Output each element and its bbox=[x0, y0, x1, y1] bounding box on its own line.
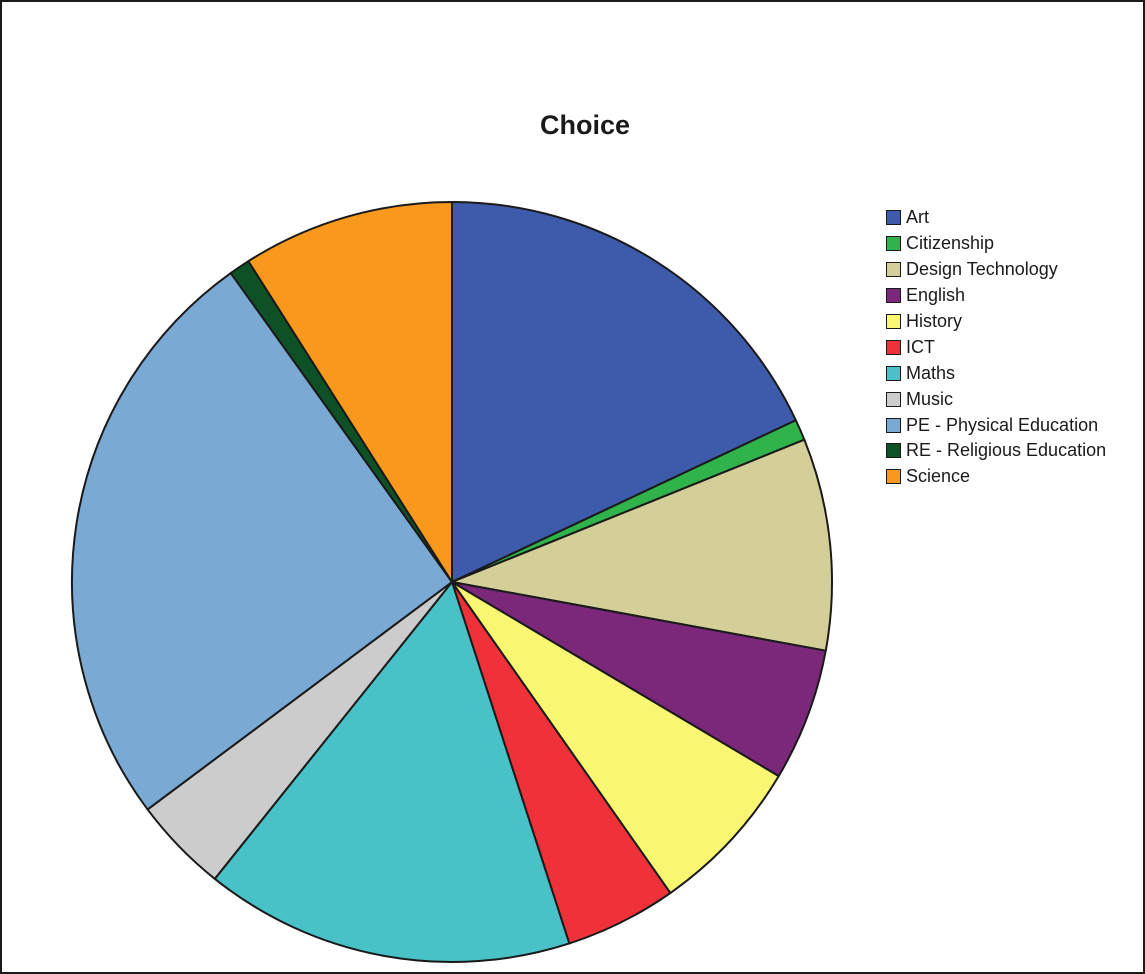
legend-swatch bbox=[886, 391, 901, 407]
legend-item-music: Music bbox=[886, 386, 1106, 412]
pie-slice-maths bbox=[213, 581, 571, 963]
legend-item-history: History bbox=[886, 309, 1106, 335]
legend-item-citizenship: Citizenship bbox=[886, 231, 1106, 257]
legend-label: ICT bbox=[906, 336, 935, 357]
legend-item-art: Art bbox=[886, 205, 1106, 231]
pie-slice-english bbox=[451, 581, 827, 778]
chart-legend: Art Citizenship Design Technology English Hi… bbox=[886, 205, 1106, 490]
legend-swatch bbox=[886, 417, 901, 433]
pie-slice-pe-physical-education bbox=[71, 272, 453, 811]
legend-swatch bbox=[886, 443, 901, 459]
legend-item-pe-physical-education: PE - Physical Education bbox=[886, 412, 1106, 438]
legend-label: English bbox=[906, 285, 966, 306]
legend-item-re-religious-education: RE - Religious Education bbox=[886, 438, 1106, 464]
legend-item-english: English bbox=[886, 283, 1106, 309]
pie-slice-science bbox=[247, 201, 453, 583]
chart-title: Choice bbox=[539, 110, 631, 140]
legend-label: Music bbox=[906, 388, 954, 409]
legend-label: Design Technology bbox=[906, 259, 1058, 280]
legend-swatch bbox=[886, 262, 901, 278]
legend-label: Art bbox=[906, 207, 930, 228]
legend-swatch bbox=[886, 210, 901, 226]
legend-swatch bbox=[886, 339, 901, 355]
legend-swatch bbox=[886, 236, 901, 252]
legend-item-ict: ICT bbox=[886, 334, 1106, 360]
legend-label: RE - Religious Education bbox=[906, 440, 1107, 461]
legend-item-science: Science bbox=[886, 464, 1106, 490]
legend-label: History bbox=[906, 311, 963, 331]
legend-swatch bbox=[886, 288, 901, 304]
legend-swatch bbox=[886, 469, 901, 485]
pie-slice-design-technology bbox=[451, 438, 833, 652]
legend-label: Science bbox=[906, 466, 971, 487]
legend-item-design-technology: Design Technology bbox=[886, 257, 1106, 283]
legend-swatch bbox=[886, 365, 901, 381]
legend-label: Citizenship bbox=[906, 233, 995, 254]
legend-label: Maths bbox=[906, 362, 956, 383]
pie-slice-art bbox=[451, 201, 797, 583]
legend-swatch bbox=[886, 314, 901, 329]
legend-label: PE - Physical Education bbox=[906, 414, 1099, 435]
pie-slice-history bbox=[451, 581, 780, 894]
legend-item-maths: Maths bbox=[886, 360, 1106, 386]
